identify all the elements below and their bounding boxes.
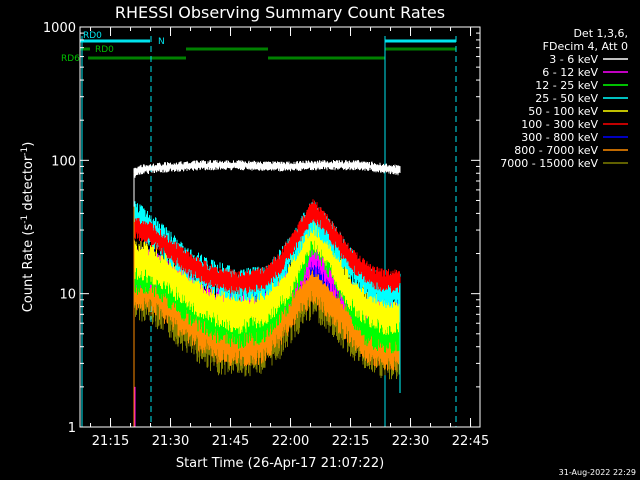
axes: 21:15 21:30 21:45 22:00 22:15 22:30 22:45 1 10 10… <box>43 21 489 449</box>
x-tick-label: 22:00 <box>272 434 309 449</box>
plot-frame <box>79 26 481 428</box>
chart-title: RHESSI Observing Summary Count Rates <box>115 3 445 22</box>
x-axis-label: Start Time (26-Apr-17 21:07:22) <box>176 456 384 471</box>
y-tick-label: 1000 <box>43 21 76 36</box>
x-tick-label: 22:30 <box>392 434 429 449</box>
y-tick-label: 1 <box>68 421 76 436</box>
y-axis-label: Count Rate (s-1 detector-1) <box>20 142 36 313</box>
legend-label: 7000 - 15000 keV <box>500 157 598 170</box>
legend-label: 3 - 6 keV <box>549 53 598 66</box>
flag-label-rd0-green: RD0 <box>95 45 114 55</box>
legend-header: FDecim 4, Att 0 <box>543 40 628 53</box>
legend-label: 800 - 7000 keV <box>514 144 598 157</box>
legend-label: 12 - 25 keV <box>535 79 598 92</box>
flag-label-rd6-green: RD6 <box>61 54 80 64</box>
series-line <box>133 209 400 284</box>
legend-header: Det 1,3,6, <box>573 27 628 40</box>
legend-label: 50 - 100 keV <box>528 105 598 118</box>
x-tick-label: 22:45 <box>452 434 489 449</box>
series-line <box>133 164 401 174</box>
legend-label: 6 - 12 keV <box>542 66 598 79</box>
x-tick-label: 22:15 <box>332 434 369 449</box>
y-tick-label: 100 <box>51 154 76 169</box>
flag-label-rd0-cyan: RD0 <box>83 31 102 41</box>
x-tick-label: 21:30 <box>152 434 189 449</box>
x-tick-label: 21:45 <box>212 434 249 449</box>
legend-label: 25 - 50 keV <box>535 92 598 105</box>
series-trace-0 <box>133 160 401 179</box>
legend-label: 100 - 300 keV <box>521 118 598 131</box>
plot-area: RD0 N RD0 RD6 <box>61 31 457 427</box>
flag-label-n: N <box>158 37 165 47</box>
y-tick-label: 10 <box>59 288 76 303</box>
footer-date: 31-Aug-2022 22:29 <box>559 468 636 477</box>
x-tick-label: 21:15 <box>92 434 129 449</box>
legend-label: 300 - 800 keV <box>521 131 598 144</box>
series-line <box>133 228 400 316</box>
